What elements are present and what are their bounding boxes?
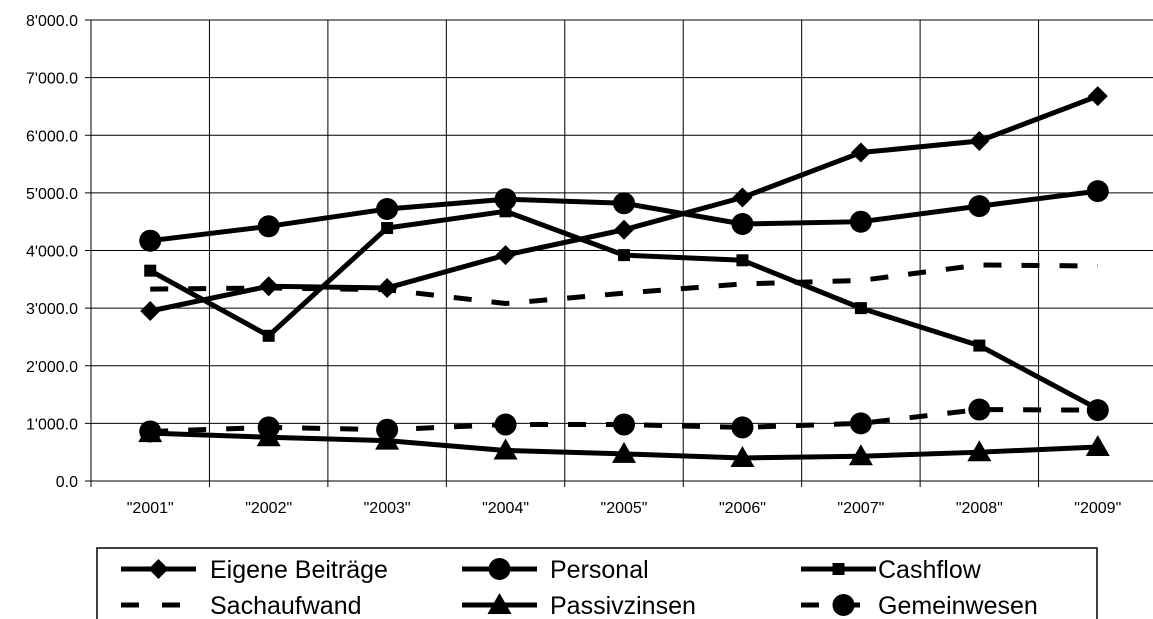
x-tick-label: "2005" <box>601 500 648 517</box>
data-point-cashflow <box>262 329 275 342</box>
x-tick-label: "2008" <box>956 500 1003 517</box>
legend-label: Gemeinwesen <box>878 592 1038 619</box>
y-axis-tick-labels: 0.0 1'000.0 2'000.0 3'000.0 4'000.0 5'000.0 6'… <box>26 13 78 491</box>
series-line-sachaufwand <box>150 262 1098 307</box>
x-tick-label: "2002" <box>245 500 292 517</box>
y-tick-label: 0.0 <box>56 474 78 491</box>
y-tick-label: 7'000.0 <box>26 71 78 88</box>
data-point-personal <box>849 210 872 233</box>
data-point-cashflow <box>144 264 157 277</box>
data-point-eigene-beitrage <box>495 245 516 266</box>
y-tick-label: 2'000.0 <box>26 359 78 376</box>
series-gemeinwesen <box>139 398 1109 443</box>
series-personal <box>139 180 1109 252</box>
legend-swatch-marker <box>832 594 855 616</box>
x-tick-label: "2006" <box>719 500 766 517</box>
x-axis-tick-labels: "2001" "2002" "2003" "2004" "2005" "2006" "200… <box>127 500 1122 517</box>
data-point-personal <box>139 229 162 252</box>
data-point-eigene-beitrage <box>614 219 634 240</box>
legend-swatch-marker <box>488 558 511 580</box>
data-point-passivzinsen <box>848 444 873 466</box>
legend-item-personal: Personal <box>462 556 649 584</box>
x-tick-label: "2001" <box>127 500 174 517</box>
data-point-passivzinsen <box>493 438 518 460</box>
data-point-eigene-beitrage <box>969 131 990 152</box>
legend-item-sachaufwand: Sachaufwand <box>121 592 362 619</box>
legend-item-gemeinwesen: Gemeinwesen <box>801 592 1038 619</box>
data-point-personal <box>968 195 991 218</box>
legend-swatch-marker <box>832 563 845 575</box>
data-point-gemeinwesen <box>968 398 991 421</box>
series-sachaufwand <box>150 262 1098 307</box>
data-point-passivzinsen <box>1085 435 1110 457</box>
data-point-gemeinwesen <box>257 416 280 439</box>
x-tick-label: "2003" <box>364 500 411 517</box>
y-tick-label: 5'000.0 <box>26 186 78 203</box>
series-group <box>138 86 1110 467</box>
data-point-eigene-beitrage <box>732 187 753 208</box>
data-point-personal <box>376 198 399 221</box>
legend-box <box>96 547 1098 619</box>
legend-label: Passivzinsen <box>550 592 696 619</box>
data-point-cashflow <box>499 205 512 218</box>
data-point-gemeinwesen <box>613 413 635 436</box>
x-tick-label: "2007" <box>837 500 884 517</box>
legend-label: Sachaufwand <box>210 592 362 619</box>
data-point-cashflow <box>973 339 986 352</box>
series-line-cashflow <box>149 208 1099 412</box>
data-point-personal <box>1086 180 1109 203</box>
data-point-passivzinsen <box>612 441 636 463</box>
y-tick-label: 8'000.0 <box>26 13 78 30</box>
legend-item-eigene-beitrage: Eigene Beiträge <box>121 556 388 584</box>
legend-label: Cashflow <box>878 556 982 584</box>
legend: Eigene Beiträge Personal Cashflow Sachaufwa… <box>96 547 1098 619</box>
data-point-gemeinwesen <box>139 420 162 443</box>
legend-swatch-marker <box>148 559 169 579</box>
data-point-personal <box>731 212 754 235</box>
data-point-personal <box>257 215 280 238</box>
data-point-cashflow <box>381 222 394 235</box>
data-point-gemeinwesen <box>1086 399 1109 422</box>
legend-label: Personal <box>550 556 649 584</box>
y-tick-label: 4'000.0 <box>26 244 78 261</box>
legend-swatch-marker <box>487 593 512 614</box>
data-point-cashflow <box>618 249 630 262</box>
data-point-gemeinwesen <box>494 413 517 436</box>
data-point-gemeinwesen <box>849 412 872 435</box>
data-point-passivzinsen <box>967 440 992 462</box>
legend-label: Eigene Beiträge <box>210 556 388 584</box>
x-tick-label: "2004" <box>482 500 529 517</box>
data-point-gemeinwesen <box>376 418 399 441</box>
y-tick-label: 1'000.0 <box>26 416 78 433</box>
y-tick-label: 3'000.0 <box>26 301 78 318</box>
data-point-passivzinsen <box>730 445 755 467</box>
data-point-eigene-beitrage <box>140 301 161 322</box>
data-point-cashflow <box>854 302 867 315</box>
x-tick-label: "2009" <box>1074 500 1121 517</box>
legend-item-cashflow: Cashflow <box>801 556 982 584</box>
y-tick-label: 6'000.0 <box>26 128 78 145</box>
data-point-eigene-beitrage <box>850 142 871 163</box>
data-point-personal <box>494 188 517 211</box>
data-point-personal <box>613 192 635 215</box>
data-point-eigene-beitrage <box>1087 86 1108 107</box>
data-point-gemeinwesen <box>731 416 754 439</box>
data-point-cashflow <box>736 254 749 267</box>
legend-item-passivzinsen: Passivzinsen <box>462 592 696 619</box>
